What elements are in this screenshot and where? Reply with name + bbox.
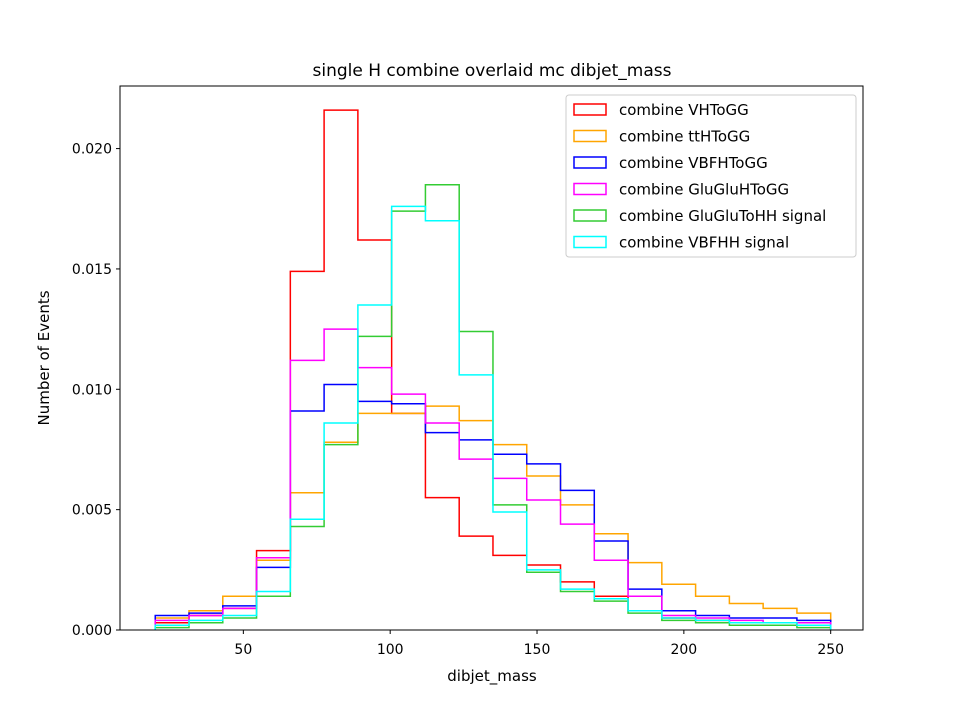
chart-title: single H combine overlaid mc dibjet_mass	[312, 61, 671, 81]
legend-swatch	[573, 103, 607, 116]
legend-swatch	[573, 156, 607, 169]
legend-label: combine VBFHH signal	[619, 234, 789, 252]
x-tick-label: 250	[817, 642, 844, 658]
legend-swatch	[573, 235, 607, 249]
legend-label: combine GluGluToHH signal	[619, 207, 826, 225]
y-tick-label: 0.010	[72, 382, 112, 398]
y-tick-label: 0.015	[72, 262, 112, 278]
legend: combine VHToGG combine ttHToGG combine VBF…	[565, 94, 857, 258]
series-line-5	[154, 205, 832, 630]
legend-label: combine ttHToGG	[619, 128, 750, 146]
y-axis-ticks: 0.000 0.005 0.010 0.015 0.020	[72, 142, 120, 639]
x-tick-label: 150	[524, 642, 551, 658]
legend-label: combine VBFHToGG	[619, 154, 768, 172]
y-axis-label: Number of Events	[35, 290, 53, 425]
legend-swatch	[573, 182, 607, 196]
x-tick-label: 200	[670, 642, 697, 658]
legend-swatch	[573, 209, 607, 222]
y-tick-label: 0.005	[72, 503, 112, 519]
legend-box	[565, 94, 857, 258]
x-axis-label: dibjet_mass	[447, 667, 537, 686]
legend-label: combine GluGluHToGG	[619, 181, 789, 199]
y-tick-label: 0.020	[72, 142, 112, 158]
x-tick-label: 50	[234, 642, 252, 658]
y-tick-label: 0.000	[72, 623, 112, 639]
legend-swatch	[573, 129, 607, 143]
plot-frame	[119, 85, 864, 631]
x-tick-label: 100	[377, 642, 404, 658]
x-axis-ticks: 50 100 150 200 250	[234, 630, 844, 658]
histogram-series	[154, 109, 832, 630]
legend-label: combine VHToGG	[619, 101, 749, 119]
